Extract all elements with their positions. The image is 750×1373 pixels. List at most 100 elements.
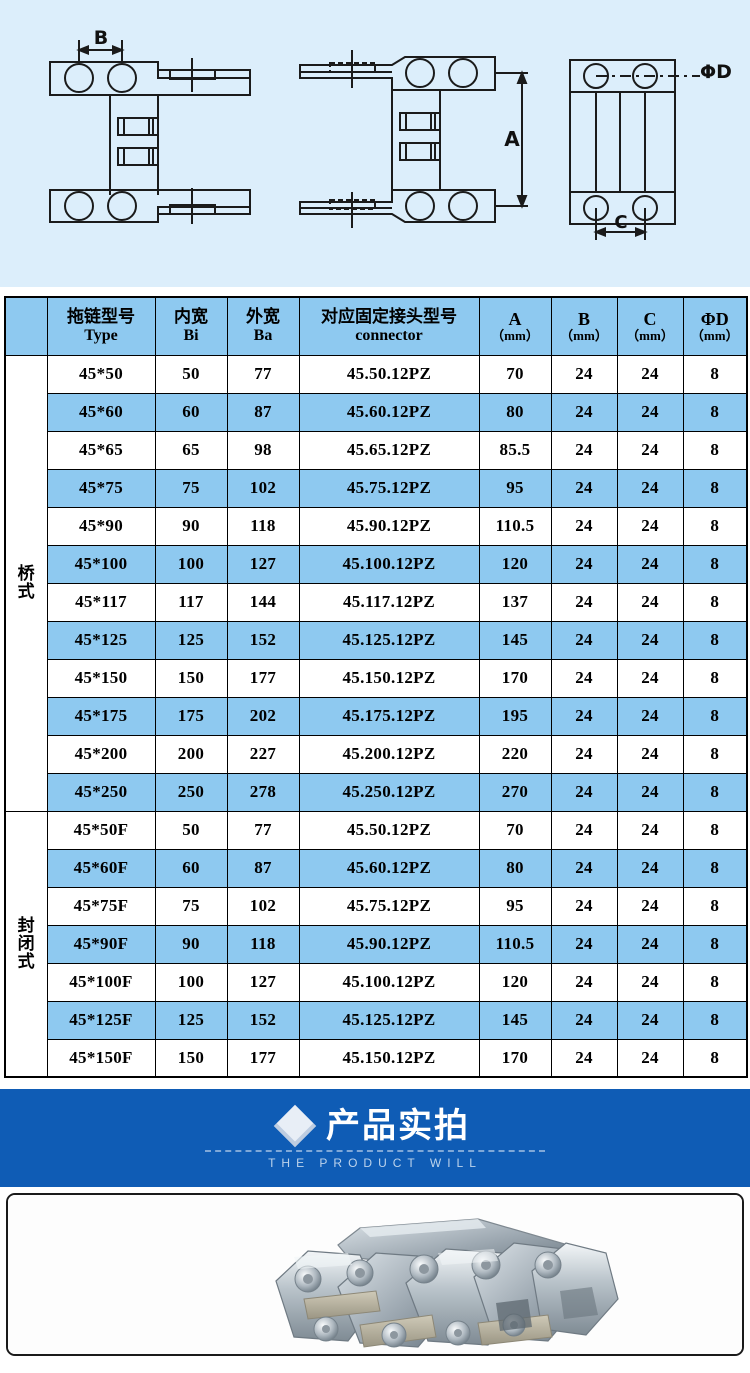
cell-bi: 50 [154,810,228,850]
cell-type: 45*60F [46,848,156,888]
table-row: 45*100F 100 127 45.100.12PZ 120 24 24 8 [5,962,748,1002]
cell-dim-phi-d: 8 [682,506,748,546]
table-row: 45*90 90 118 45.90.12PZ 110.5 24 24 8 [5,506,748,546]
cell-ba: 177 [226,658,300,698]
header-connector: 对应固定接头型号 connector [298,296,480,356]
cell-bi: 65 [154,430,228,470]
cell-dim-c: 24 [616,658,684,698]
cell-dim-a: 137 [478,582,552,622]
header-b-unit: （mm） [560,328,608,344]
cell-dim-c: 24 [616,848,684,888]
cell-type: 45*75 [46,468,156,508]
dimension-label-c: C [614,212,627,233]
cell-dim-b: 24 [550,468,618,508]
cell-dim-c: 24 [616,430,684,470]
cell-dim-b: 24 [550,582,618,622]
cell-dim-c: 24 [616,582,684,622]
cell-dim-a: 70 [478,354,552,394]
cell-bi: 100 [154,962,228,1002]
banner-divider [205,1150,545,1152]
cell-bi: 150 [154,1038,228,1078]
cell-dim-b: 24 [550,1038,618,1078]
group-label-char: 闭 [17,933,35,953]
cell-dim-phi-d: 8 [682,772,748,812]
cell-dim-phi-d: 8 [682,962,748,1002]
header-b-symbol: B [577,308,590,329]
cell-connector: 45.75.12PZ [298,468,480,508]
table-row: 45*65 65 98 45.65.12PZ 85.5 24 24 8 [5,430,748,470]
specification-table: 拖链型号 Type 内宽 Bi 外宽 Ba 对应固定接头型号 connector… [4,296,748,1078]
cell-type: 45*200 [46,734,156,774]
cell-dim-phi-d: 8 [682,886,748,926]
banner-subtitle-en: THE PRODUCT WILL [268,1156,482,1170]
header-connector-cn: 对应固定接头型号 [321,306,457,327]
table-row: 45*150 150 177 45.150.12PZ 170 24 24 8 [5,658,748,698]
table-header-row: 拖链型号 Type 内宽 Bi 外宽 Ba 对应固定接头型号 connector… [4,296,748,356]
header-a-symbol: A [508,308,522,329]
spec-table-container: 拖链型号 Type 内宽 Bi 外宽 Ba 对应固定接头型号 connector… [0,290,750,1082]
cell-dim-b: 24 [550,354,618,394]
cell-bi: 75 [154,886,228,926]
cell-dim-phi-d: 8 [682,1000,748,1040]
cell-ba: 118 [226,924,300,964]
table-body: 桥式 45*50 50 77 45.50.12PZ 70 24 24 8 45*60 60 87 45.… [4,354,748,1078]
cell-dim-b: 24 [550,962,618,1002]
cell-dim-c: 24 [616,354,684,394]
header-phi-d-symbol: ΦD [700,308,729,329]
dimension-label-phi-d: ΦD [700,61,732,83]
header-c: C （mm） [616,296,684,356]
cell-connector: 45.50.12PZ [298,354,480,394]
cell-dim-b: 24 [550,772,618,812]
cell-dim-phi-d: 8 [682,810,748,850]
cell-dim-b: 24 [550,430,618,470]
cell-dim-c: 24 [616,506,684,546]
table-row: 45*250 250 278 45.250.12PZ 270 24 24 8 [5,772,748,812]
table-header: 拖链型号 Type 内宽 Bi 外宽 Ba 对应固定接头型号 connector… [4,296,748,356]
cell-connector: 45.125.12PZ [298,1000,480,1040]
cell-dim-a: 70 [478,810,552,850]
cell-ba: 87 [226,848,300,888]
cell-dim-a: 145 [478,620,552,660]
cell-type: 45*50 [46,354,156,394]
banner-title-row: 产品实拍 [273,1104,470,1148]
header-type: 拖链型号 Type [46,296,156,356]
table-row: 45*60F 60 87 45.60.12PZ 80 24 24 8 [5,848,748,888]
drawing-top-view [49,40,251,224]
cell-type: 45*125F [46,1000,156,1040]
dimension-label-b: B [94,27,108,49]
cell-ba: 77 [226,810,300,850]
cell-bi: 125 [154,620,228,660]
cell-connector: 45.150.12PZ [298,1038,480,1078]
cell-bi: 50 [154,354,228,394]
cell-dim-a: 80 [478,848,552,888]
cell-type: 45*65 [46,430,156,470]
cell-ba: 127 [226,962,300,1002]
cell-dim-c: 24 [616,392,684,432]
table-row: 45*150F 150 177 45.150.12PZ 170 24 24 8 [5,1038,748,1078]
cell-dim-phi-d: 8 [682,734,748,774]
cell-dim-c: 24 [616,962,684,1002]
cell-dim-c: 24 [616,772,684,812]
drawing-front-view [569,59,700,240]
table-row: 桥式 45*50 50 77 45.50.12PZ 70 24 24 8 [4,354,748,812]
table-row: 45*117 117 144 45.117.12PZ 137 24 24 8 [5,582,748,622]
cell-dim-b: 24 [550,1000,618,1040]
cell-dim-a: 110.5 [478,924,552,964]
cell-ba: 177 [226,1038,300,1078]
cell-bi: 175 [154,696,228,736]
cell-dim-b: 24 [550,886,618,926]
cell-type: 45*125 [46,620,156,660]
cell-dim-b: 24 [550,506,618,546]
group-label-char: 式 [17,951,35,971]
cell-dim-a: 110.5 [478,506,552,546]
cell-type: 45*117 [46,582,156,622]
cell-dim-c: 24 [616,1000,684,1040]
cell-bi: 60 [154,392,228,432]
cell-dim-b: 24 [550,620,618,660]
header-ba-cn: 外宽 [246,306,280,327]
cell-dim-phi-d: 8 [682,468,748,508]
cell-type: 45*50F [46,810,156,850]
cell-dim-b: 24 [550,924,618,964]
cell-dim-a: 220 [478,734,552,774]
header-bi: 内宽 Bi [154,296,228,356]
